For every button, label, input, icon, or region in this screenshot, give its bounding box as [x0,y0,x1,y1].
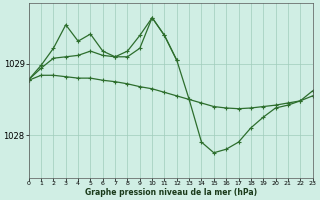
X-axis label: Graphe pression niveau de la mer (hPa): Graphe pression niveau de la mer (hPa) [84,188,257,197]
